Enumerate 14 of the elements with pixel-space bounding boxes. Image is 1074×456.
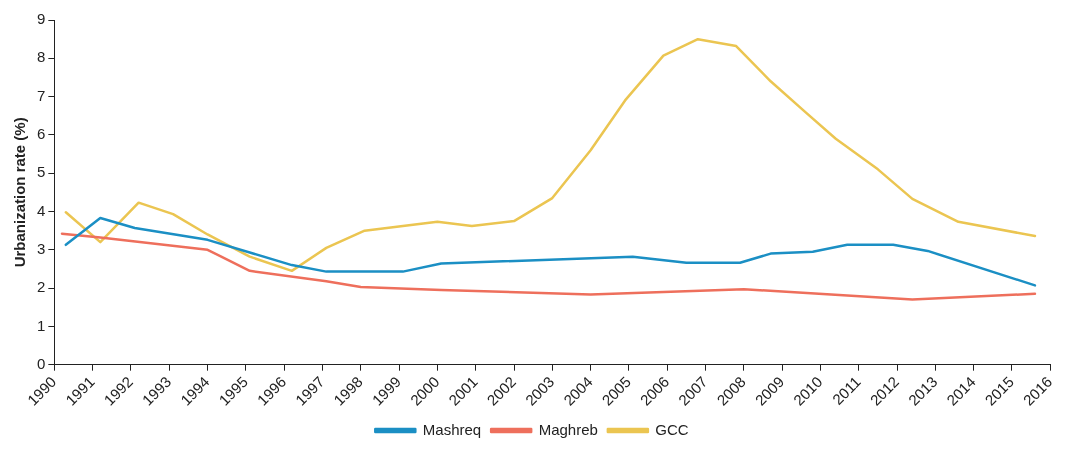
y-tick-label: 4 <box>37 201 46 219</box>
y-tick-label: 1 <box>37 316 46 334</box>
legend-label: Mashreq <box>422 420 482 438</box>
y-axis-title: Urbanization rate (%) <box>11 117 29 268</box>
y-tick-label: 5 <box>37 163 46 181</box>
y-tick-label: 0 <box>37 354 46 372</box>
y-tick-label: 8 <box>37 48 46 66</box>
legend-label: Maghreb <box>538 420 598 438</box>
legend-label: GCC <box>655 420 689 438</box>
y-tick-label: 3 <box>37 239 46 257</box>
y-tick-label: 6 <box>37 125 46 143</box>
y-tick-label: 2 <box>37 278 46 296</box>
y-tick-label: 7 <box>37 86 46 104</box>
y-tick-label: 9 <box>37 10 46 28</box>
